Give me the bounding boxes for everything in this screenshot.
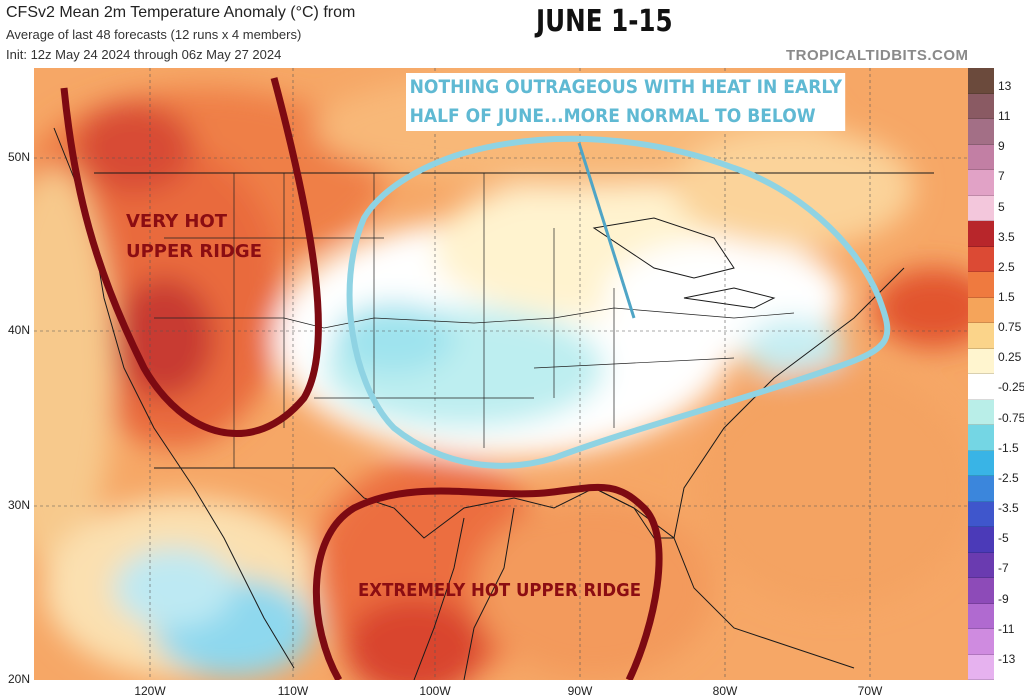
- colorbar-cell: [968, 348, 994, 374]
- map-subtitle-init: Init: 12z May 24 2024 through 06z May 27…: [6, 47, 282, 62]
- colorbar-cell: [968, 272, 994, 298]
- southern-ridge-label: EXTREMELY HOT UPPER RIDGE: [358, 580, 642, 601]
- colorbar-label: -0.75: [998, 410, 1024, 425]
- colorbar-label: -1.5: [998, 440, 1019, 455]
- temperature-anomaly-map: [34, 68, 968, 680]
- lon-label-100w: 100W: [419, 684, 451, 698]
- colorbar: [968, 68, 994, 680]
- colorbar-label: -9: [998, 591, 1009, 606]
- colorbar-cell: [968, 425, 994, 451]
- colorbar-label: 5: [998, 199, 1005, 214]
- colorbar-cell: [968, 144, 994, 170]
- map-title: CFSv2 Mean 2m Temperature Anomaly (°C) f…: [6, 4, 356, 21]
- colorbar-label: -0.25: [998, 380, 1024, 395]
- colorbar-cell: [968, 195, 994, 221]
- colorbar-label: -3.5: [998, 501, 1019, 516]
- colorbar-label: -7: [998, 561, 1009, 576]
- colorbar-cell: [968, 297, 994, 323]
- lat-label-30n: 30N: [7, 498, 30, 512]
- lat-label-40n: 40N: [7, 323, 30, 337]
- colorbar-cell: [968, 450, 994, 476]
- colorbar-label: 2.5: [998, 259, 1015, 274]
- map-subtitle-forecasts: Average of last 48 forecasts (12 runs x …: [6, 27, 302, 42]
- colorbar-cell: [968, 501, 994, 527]
- state-borders: [154, 173, 795, 468]
- colorbar-cell: [968, 221, 994, 247]
- colorbar-cell: [968, 476, 994, 502]
- lon-label-110w: 110W: [277, 684, 309, 698]
- colorbar-cell: [968, 552, 994, 578]
- colorbar-label: 0.75: [998, 320, 1022, 335]
- lon-label-120w: 120W: [134, 684, 166, 698]
- colorbar-cell: [968, 629, 994, 655]
- colorbar-label: -11: [998, 621, 1015, 636]
- colorbar-label: 9: [998, 139, 1005, 154]
- colorbar-cell: [968, 654, 994, 680]
- colorbar-cell: [968, 119, 994, 145]
- colorbar-cell: [968, 93, 994, 119]
- lat-label-20n: 20N: [7, 672, 30, 686]
- colorbar-label: 0.25: [998, 350, 1022, 365]
- colorbar-cell: [968, 374, 994, 400]
- forecast-note-line1: NOTHING OUTRAGEOUS WITH HEAT IN EARLY: [409, 76, 842, 98]
- colorbar-cell: [968, 170, 994, 196]
- lon-label-70w: 70W: [857, 684, 883, 698]
- western-ridge-label-line2: UPPER RIDGE: [126, 241, 262, 262]
- colorbar-label: 11: [998, 109, 1011, 124]
- colorbar-label: 1.5: [998, 290, 1015, 305]
- source-watermark: TROPICALTIDBITS.COM: [786, 47, 969, 64]
- colorbar-cell: [968, 527, 994, 553]
- graticule: [34, 68, 968, 680]
- note-pointer-line: [577, 142, 636, 319]
- forecast-note-line2: HALF OF JUNE...MORE NORMAL TO BELOW: [409, 105, 816, 127]
- colorbar-label: -13: [998, 651, 1016, 666]
- colorbar-cell: [968, 399, 994, 425]
- colorbar-cell: [968, 323, 994, 349]
- colorbar-cell: [968, 578, 994, 604]
- colorbar-cell: [968, 246, 994, 272]
- colorbar-cell: [968, 603, 994, 629]
- western-ridge-outline: [60, 77, 322, 437]
- lon-label-80w: 80W: [712, 684, 738, 698]
- western-ridge-label-line1: VERY HOT: [126, 211, 228, 232]
- colorbar-label: -2.5: [998, 470, 1019, 485]
- southern-ridge-outline: [312, 483, 663, 680]
- lat-label-50n: 50N: [7, 150, 30, 164]
- lon-label-90w: 90W: [567, 684, 593, 698]
- colorbar-label: 13: [998, 79, 1012, 93]
- colorbar-cell: [968, 68, 994, 94]
- colorbar-label: 3.5: [998, 229, 1015, 244]
- colorbar-label: -5: [998, 531, 1009, 546]
- date-range-banner: JUNE 1-15: [536, 4, 673, 39]
- forecast-note: NOTHING OUTRAGEOUS WITH HEAT IN EARLY HA…: [406, 73, 846, 131]
- colorbar-label: 7: [998, 169, 1005, 184]
- cool-region-outline: [346, 135, 891, 469]
